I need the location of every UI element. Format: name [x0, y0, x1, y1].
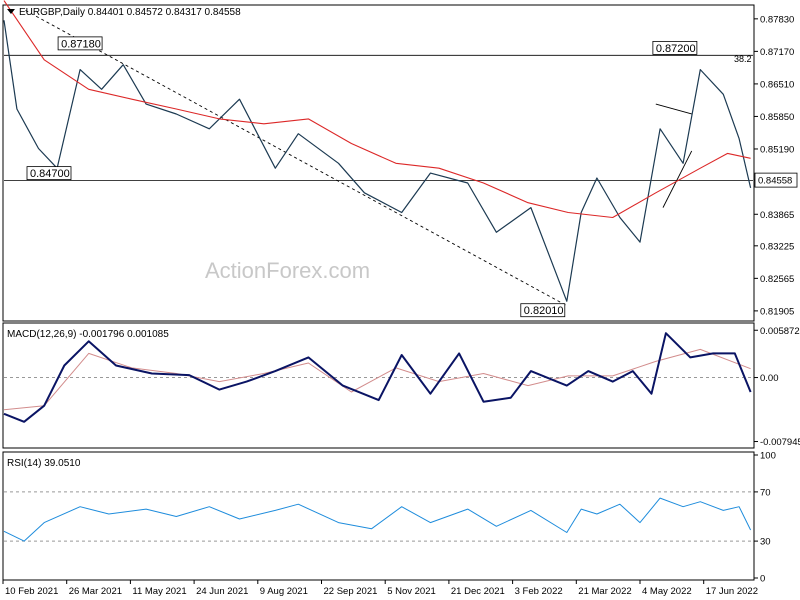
price-tick-label: 0.85850 — [760, 112, 794, 123]
price-tick-label: 0.83225 — [760, 241, 794, 252]
price-panel-frame — [2, 4, 755, 322]
symbol-label: EURGBP — [19, 7, 62, 18]
x-tick-label: 3 Feb 2022 — [515, 586, 563, 597]
x-tick-label: 22 Sep 2021 — [324, 586, 378, 597]
rsi-panel: 100 70 30 0 — [3, 451, 776, 585]
price-annotation-box — [652, 40, 698, 55]
macd-tick-label: 0.005872 — [760, 326, 800, 337]
macd-title: MACD(12,26,9) -0.001796 0.001085 — [7, 329, 169, 340]
fib-level-label: 38.2 — [734, 54, 752, 64]
price-annotation-label: 0.82010 — [524, 305, 564, 317]
trendline — [25, 10, 568, 307]
price-tick-label: 0.85190 — [760, 144, 794, 155]
price-annotation-box — [57, 36, 103, 51]
macd-tick-label: 0.00 — [760, 373, 779, 384]
x-tick-label: 24 Jun 2021 — [196, 586, 248, 597]
x-axis: 10 Feb 2021 26 Mar 2021 11 May 2021 24 Jun … — [2, 580, 758, 597]
price-panel: 0.87830 0.87170 0.86510 0.85850 0.85190 0.845… — [3, 0, 798, 318]
price-annotation-label: 0.87200 — [656, 43, 696, 55]
rsi-tick-label: 100 — [760, 451, 776, 462]
x-tick-label: 17 Jun 2022 — [706, 586, 758, 597]
rsi-title: RSI(14) 39.0510 — [7, 458, 81, 469]
x-tick-label: 4 May 2022 — [642, 586, 692, 597]
x-tick-label: 26 Mar 2021 — [69, 586, 122, 597]
macd-tick-label: -0.007945 — [760, 437, 800, 448]
x-tick-label: 9 Aug 2021 — [260, 586, 308, 597]
price-series-line — [3, 20, 752, 302]
rsi-tick-label: 70 — [760, 487, 771, 498]
price-annotation-label: 0.84700 — [30, 168, 70, 180]
macd-line — [3, 332, 752, 423]
price-tick-label: 0.87170 — [760, 47, 794, 58]
macd-signal-line — [3, 348, 751, 411]
svg-text:EURGBP,Daily 0.84401 0.84572 0: EURGBP,Daily 0.84401 0.84572 0.84317 0.8… — [19, 7, 241, 18]
price-annotation-box — [26, 166, 72, 181]
x-tick-label: 5 Nov 2021 — [387, 586, 436, 597]
price-tick-label: 0.82565 — [760, 274, 794, 285]
price-tick-label: 0.87830 — [760, 14, 794, 25]
watermark: ActionForex.com — [205, 258, 370, 283]
macd-panel: 0.005872 0.00 -0.007945 — [3, 326, 800, 448]
symbol-dropdown-icon[interactable] — [7, 9, 15, 14]
price-tick-label: 0.86510 — [760, 79, 794, 90]
rsi-tick-label: 30 — [760, 537, 771, 548]
current-price-label: 0.84558 — [758, 176, 792, 187]
price-tick-label: 0.81905 — [760, 306, 794, 317]
rsi-tick-label: 0 — [760, 574, 765, 585]
x-tick-label: 10 Feb 2021 — [5, 586, 58, 597]
timeframe-label: Daily — [63, 7, 85, 18]
moving-average-line — [3, 0, 751, 219]
trendline — [655, 103, 692, 115]
x-tick-label: 21 Dec 2021 — [451, 586, 505, 597]
x-tick-label: 11 May 2021 — [132, 586, 186, 597]
price-annotation-box — [520, 303, 566, 318]
current-price-box — [754, 172, 798, 188]
price-tick-label: 0.83865 — [760, 210, 794, 221]
trendline — [662, 150, 693, 208]
price-annotation-label: 0.87180 — [61, 38, 101, 50]
rsi-panel-frame — [2, 451, 755, 581]
macd-panel-frame — [2, 322, 755, 449]
rsi-line — [3, 497, 752, 542]
ohlc-readout: 0.84401 0.84572 0.84317 0.84558 — [88, 7, 241, 18]
x-tick-label: 21 Mar 2022 — [578, 586, 631, 597]
